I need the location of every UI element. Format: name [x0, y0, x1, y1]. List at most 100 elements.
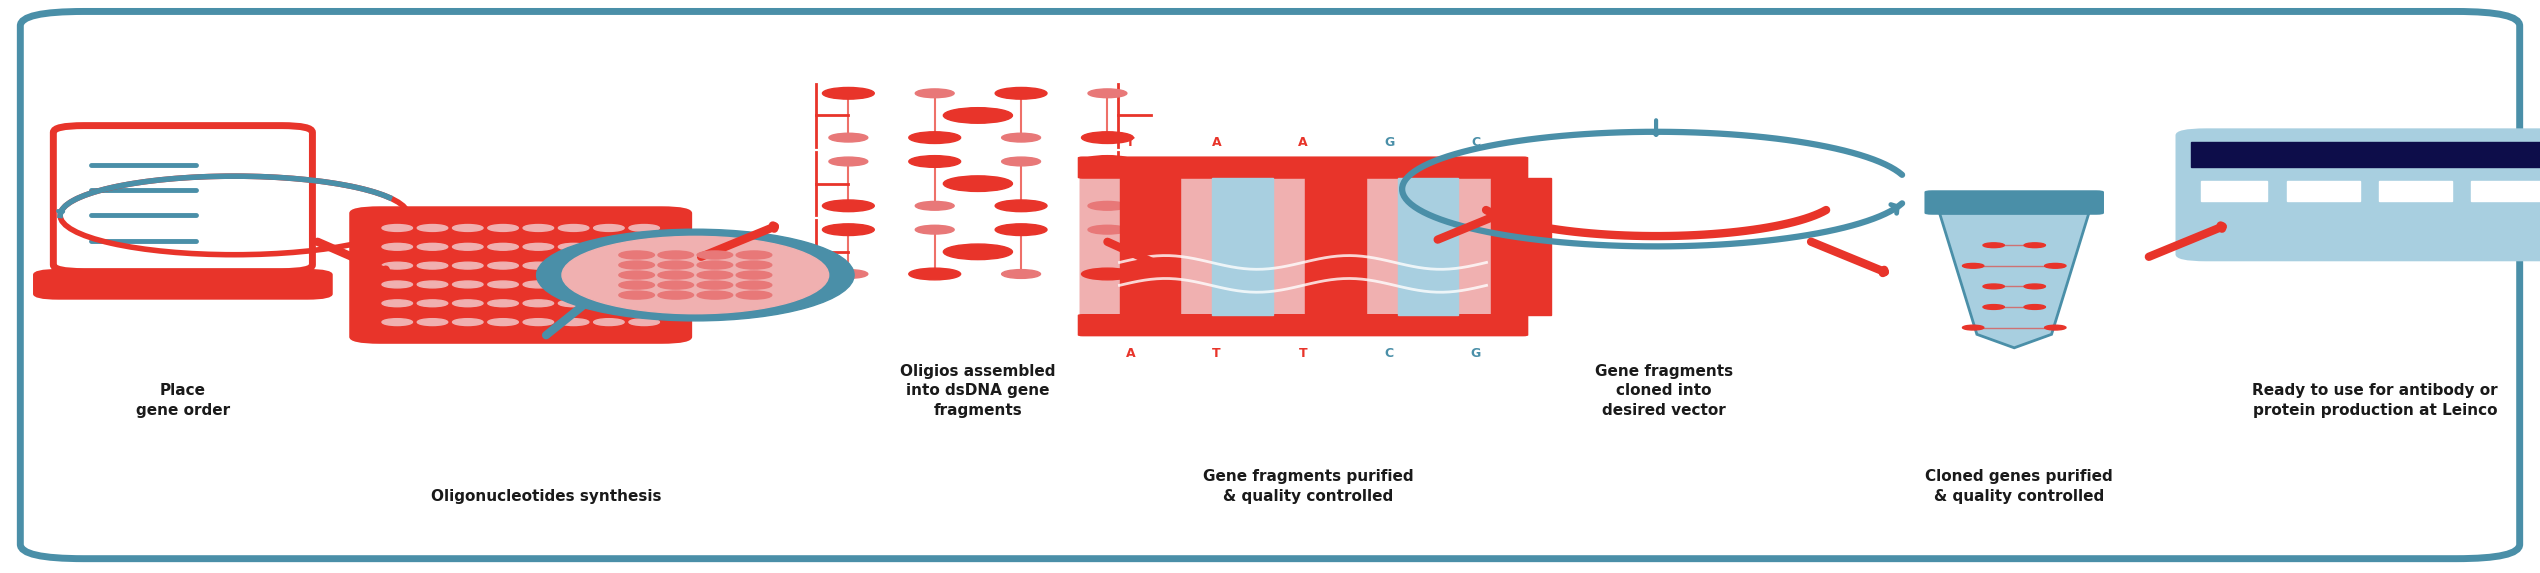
Circle shape: [488, 225, 518, 231]
Circle shape: [1087, 202, 1128, 210]
Circle shape: [381, 262, 411, 269]
FancyBboxPatch shape: [33, 269, 333, 300]
Circle shape: [909, 268, 960, 280]
Circle shape: [594, 319, 625, 325]
Circle shape: [914, 225, 955, 234]
Bar: [1306, 178, 1367, 315]
Text: Gene fragments purified
& quality controlled: Gene fragments purified & quality contro…: [1204, 469, 1412, 504]
Circle shape: [737, 261, 772, 269]
Text: Place
gene order: Place gene order: [135, 383, 231, 418]
Bar: [1491, 178, 1552, 315]
Circle shape: [620, 261, 655, 269]
FancyBboxPatch shape: [2174, 128, 2540, 261]
Circle shape: [696, 251, 732, 259]
Circle shape: [594, 281, 625, 288]
Text: Cloned genes purified
& quality controlled: Cloned genes purified & quality controll…: [1925, 469, 2113, 504]
Circle shape: [658, 261, 693, 269]
Circle shape: [737, 251, 772, 259]
Circle shape: [488, 300, 518, 307]
FancyBboxPatch shape: [53, 125, 312, 272]
Bar: [2189, 142, 2540, 167]
Circle shape: [696, 261, 732, 269]
Circle shape: [1001, 134, 1041, 142]
Circle shape: [658, 251, 693, 259]
Circle shape: [417, 281, 447, 288]
Text: T: T: [1212, 347, 1222, 360]
FancyBboxPatch shape: [1925, 190, 2103, 215]
Circle shape: [381, 319, 411, 325]
FancyBboxPatch shape: [1077, 314, 1529, 336]
Circle shape: [1984, 305, 2004, 309]
Circle shape: [488, 262, 518, 269]
Circle shape: [942, 108, 1013, 123]
Circle shape: [1087, 89, 1128, 97]
Circle shape: [996, 200, 1046, 211]
FancyBboxPatch shape: [20, 11, 2520, 559]
Circle shape: [417, 319, 447, 325]
Circle shape: [914, 89, 955, 97]
Text: T: T: [1298, 347, 1308, 360]
Circle shape: [452, 244, 483, 250]
Circle shape: [942, 176, 1013, 191]
Circle shape: [909, 132, 960, 143]
Circle shape: [488, 319, 518, 325]
Circle shape: [2024, 284, 2045, 289]
Bar: [1212, 178, 1273, 315]
Circle shape: [452, 262, 483, 269]
Circle shape: [417, 225, 447, 231]
Circle shape: [381, 281, 411, 288]
Circle shape: [658, 281, 693, 289]
Text: G: G: [1471, 347, 1481, 360]
Text: T: T: [1125, 136, 1135, 149]
Circle shape: [523, 262, 554, 269]
Circle shape: [452, 225, 483, 231]
Text: G: G: [1384, 136, 1394, 149]
Circle shape: [594, 244, 625, 250]
Circle shape: [942, 244, 1013, 260]
Text: Oligios assembled
into dsDNA gene
fragments: Oligios assembled into dsDNA gene fragme…: [899, 364, 1057, 418]
Circle shape: [737, 291, 772, 299]
Text: C: C: [1471, 136, 1481, 149]
Circle shape: [417, 300, 447, 307]
Circle shape: [1082, 268, 1133, 280]
Text: A: A: [1125, 347, 1135, 360]
Text: A: A: [1212, 136, 1222, 149]
Circle shape: [523, 225, 554, 231]
Circle shape: [381, 300, 411, 307]
Circle shape: [1087, 225, 1128, 234]
Text: Oligonucleotides synthesis: Oligonucleotides synthesis: [432, 489, 660, 504]
Circle shape: [381, 225, 411, 231]
Circle shape: [696, 281, 732, 289]
Circle shape: [620, 271, 655, 279]
FancyBboxPatch shape: [1077, 156, 1529, 179]
Circle shape: [828, 157, 869, 166]
Circle shape: [823, 200, 874, 211]
Circle shape: [559, 319, 589, 325]
Circle shape: [1984, 243, 2004, 248]
Circle shape: [559, 262, 589, 269]
Circle shape: [828, 134, 869, 142]
Circle shape: [417, 262, 447, 269]
Bar: [1397, 178, 1458, 315]
Polygon shape: [1941, 213, 2088, 348]
Circle shape: [523, 319, 554, 325]
Circle shape: [594, 225, 625, 231]
Circle shape: [452, 281, 483, 288]
Circle shape: [2024, 243, 2045, 248]
Circle shape: [488, 281, 518, 288]
Circle shape: [696, 271, 732, 279]
Circle shape: [909, 156, 960, 167]
Ellipse shape: [536, 229, 853, 321]
Text: A: A: [1298, 136, 1308, 149]
Circle shape: [1984, 284, 2004, 289]
Circle shape: [620, 291, 655, 299]
Circle shape: [417, 244, 447, 250]
Circle shape: [737, 281, 772, 289]
Circle shape: [559, 225, 589, 231]
Circle shape: [1082, 156, 1133, 167]
Circle shape: [996, 224, 1046, 236]
Bar: [2286, 181, 2360, 201]
Bar: [2377, 181, 2451, 201]
Circle shape: [594, 262, 625, 269]
Bar: [2471, 181, 2540, 201]
